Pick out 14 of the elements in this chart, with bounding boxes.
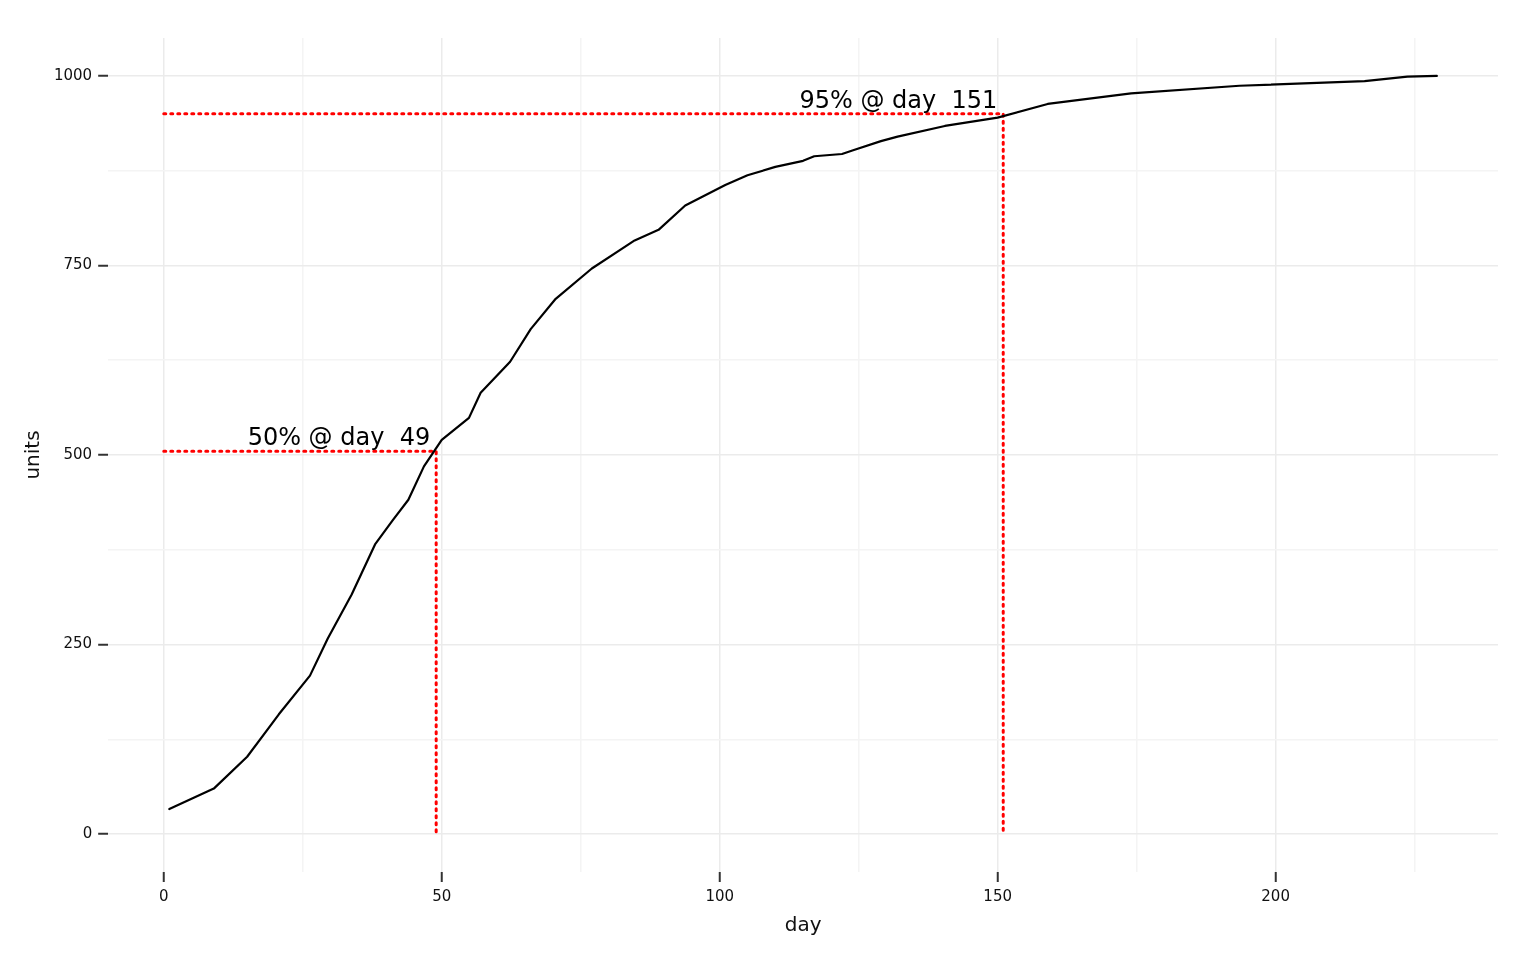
y-tick-label: 500: [63, 444, 93, 463]
annotation: 50% @ day 49: [247, 423, 431, 452]
y-tick-label: 250: [63, 634, 93, 653]
y-axis-title: units: [20, 430, 45, 480]
x-tick-label: 200: [1261, 886, 1290, 905]
x-tick-label: 0: [158, 886, 169, 905]
y-tick-label: 0: [82, 823, 93, 842]
x-axis-title: day: [784, 912, 822, 937]
y-tick-label: 750: [63, 255, 93, 274]
x-tick-label: 100: [705, 886, 735, 905]
y-tick-label: 1000: [53, 65, 93, 84]
x-tick-label: 150: [983, 886, 1012, 905]
x-tick-label: 50: [432, 886, 452, 905]
annotation: 95% @ day 151: [799, 85, 998, 114]
